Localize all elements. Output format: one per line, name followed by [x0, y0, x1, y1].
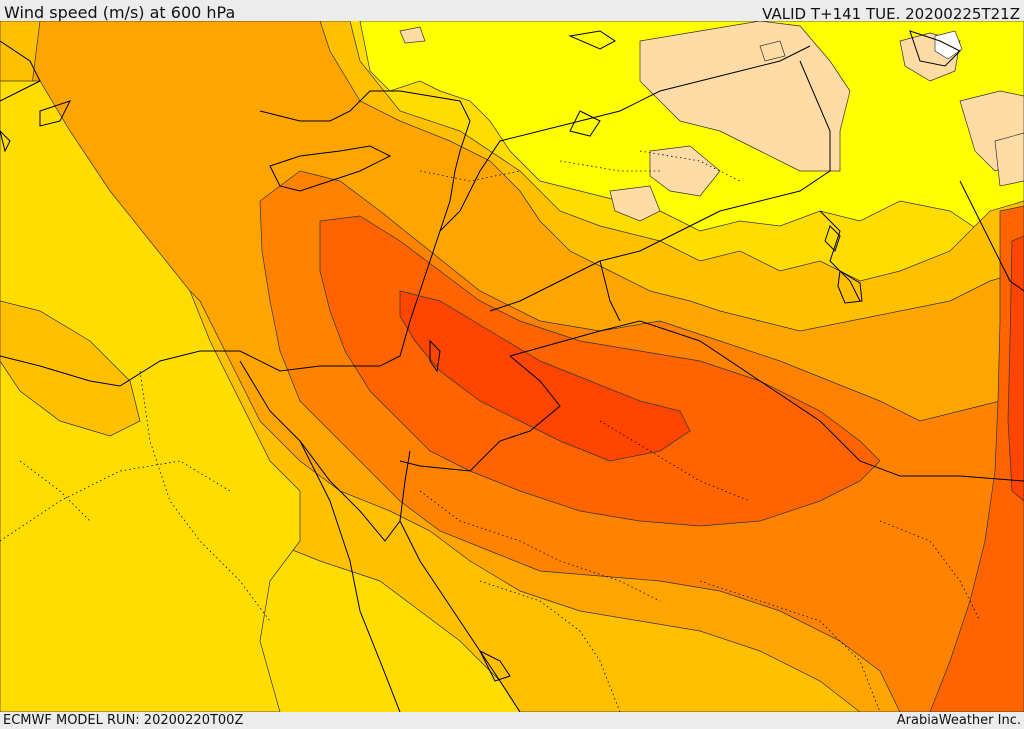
- model-run: ECMWF MODEL RUN: 20200220T00Z: [3, 713, 244, 728]
- admin-boundaries: [0, 150, 981, 712]
- valid-time: VALID T+141 TUE. 20200225T21Z: [762, 5, 1020, 23]
- wind-band-calm-1: [639, 21, 851, 172]
- map-title: Wind speed (m/s) at 600 hPa: [4, 3, 236, 22]
- coastlines: [0, 30, 1024, 712]
- footer-bar: ECMWF MODEL RUN: 20200220T00Z ArabiaWeat…: [0, 712, 1024, 729]
- wind-band-7: [319, 215, 881, 527]
- wind-band-low-west: [0, 80, 301, 712]
- wind-band-calm-3: [609, 185, 661, 222]
- brand-credit: ArabiaWeather Inc.: [896, 713, 1021, 728]
- header-bar: Wind speed (m/s) at 600 hPa VALID T+141 …: [0, 0, 1024, 23]
- wind-band-calm-5: [994, 132, 1024, 187]
- wind-band-8: [399, 290, 691, 462]
- wind-speed-map[interactable]: [0, 21, 1024, 712]
- map-canvas: [0, 21, 1024, 712]
- wind-band-calm-8: [759, 40, 786, 62]
- wind-band-patch-west: [0, 300, 141, 437]
- wind-band-calm-2: [649, 145, 721, 197]
- wind-band-east: [929, 205, 1024, 712]
- wind-band-calm-7: [399, 26, 426, 44]
- wind-band-east-core: [1007, 235, 1024, 502]
